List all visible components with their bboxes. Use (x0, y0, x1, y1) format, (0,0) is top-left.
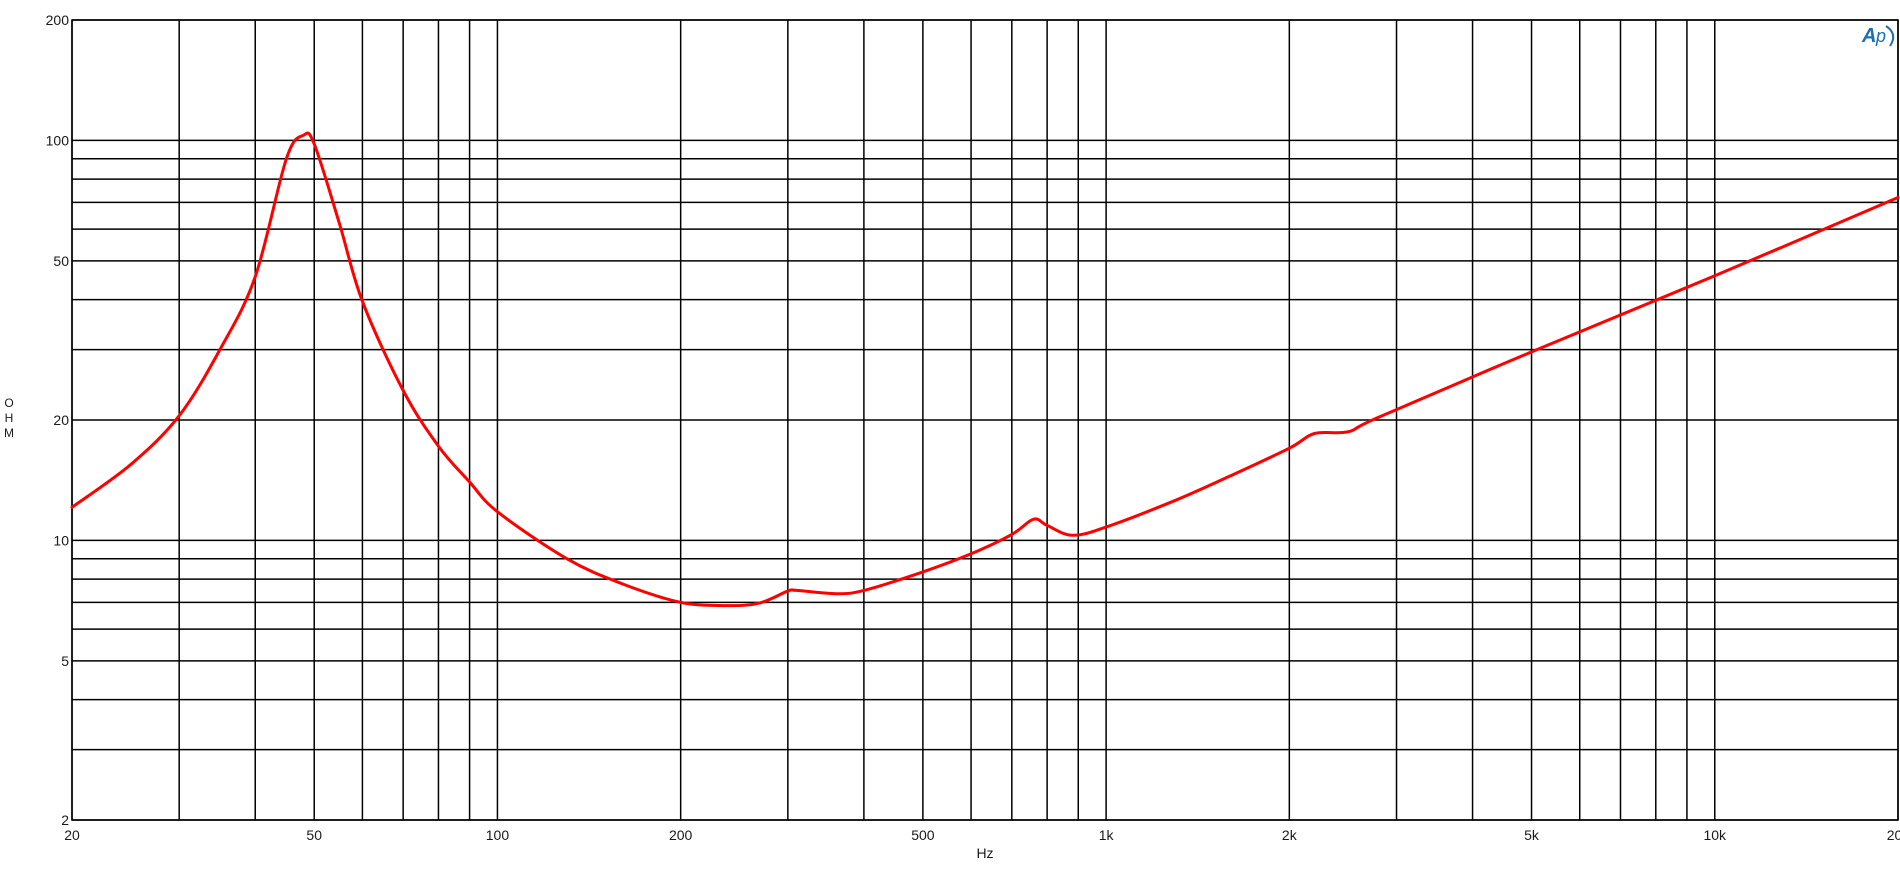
y-tick-label: 2 (61, 812, 69, 828)
x-tick-label: 500 (911, 827, 935, 843)
svg-text:p: p (1875, 26, 1886, 46)
x-tick-label: 200 (669, 827, 693, 843)
y-tick-label: 10 (53, 532, 69, 548)
x-tick-label: 5k (1524, 827, 1540, 843)
plot-frame (71, 19, 1899, 821)
y-tick-label: 200 (46, 12, 70, 28)
y-axis-ticks: 2 5 10 20 50 100 200 (46, 12, 70, 828)
y-tick-label: 100 (46, 132, 70, 148)
x-tick-label: 1k (1099, 827, 1115, 843)
y-tick-label: 20 (53, 412, 69, 428)
x-tick-label: 50 (306, 827, 322, 843)
y-axis-label: OHM (4, 396, 14, 440)
impedance-curve (70, 131, 1900, 608)
x-axis-label: Hz (976, 845, 993, 861)
x-axis-ticks: 20 50 100 200 500 1k 2k 5k 10k 20k (64, 827, 1900, 843)
x-tick-label: 2k (1282, 827, 1298, 843)
svg-text:A: A (1861, 25, 1876, 47)
ap-logo: A p (1861, 25, 1895, 47)
x-tick-label: 20 (64, 827, 80, 843)
grid (71, 19, 1899, 821)
x-tick-label: 100 (486, 827, 510, 843)
y-tick-label: 50 (53, 253, 69, 269)
y-tick-label: 5 (61, 653, 69, 669)
x-tick-label: 20k (1887, 827, 1900, 843)
x-tick-label: 10k (1703, 827, 1727, 843)
